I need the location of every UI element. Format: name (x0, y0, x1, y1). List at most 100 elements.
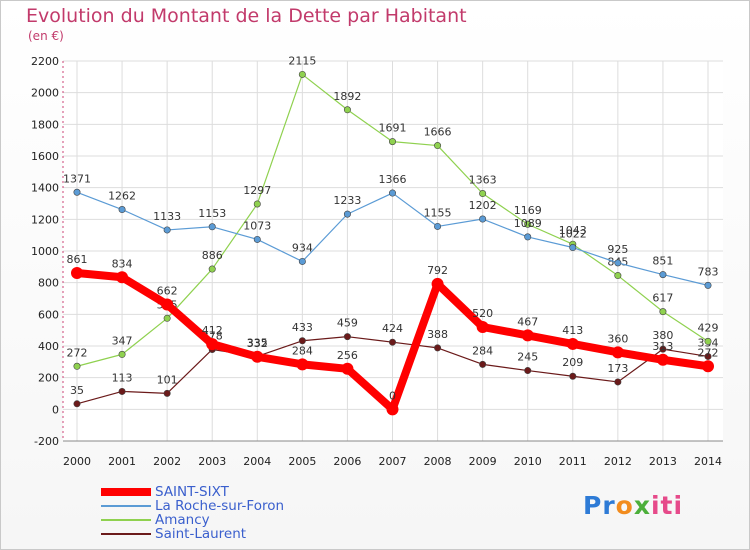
data-label-amancy: 886 (202, 249, 223, 262)
data-label-saint-sixt: 284 (292, 344, 313, 357)
data-label-la-roche-sur-foron: 1262 (108, 190, 136, 203)
data-point-la-roche-sur-foron (253, 235, 261, 243)
proxiti-logo: Proxiti (583, 491, 684, 520)
data-point-la-roche-sur-foron (208, 223, 216, 231)
chart-unit-label: (en €) (28, 29, 64, 43)
data-point-la-roche-sur-foron (479, 215, 487, 223)
data-point-saint-sixt (251, 350, 264, 363)
y-tick-label: -200 (34, 435, 59, 448)
data-point-la-roche-sur-foron (659, 271, 667, 279)
data-label-saint-sixt: 520 (472, 307, 493, 320)
data-point-saint-laurent (118, 387, 126, 395)
data-point-amancy (343, 106, 351, 114)
data-label-saint-laurent: 173 (607, 362, 628, 375)
data-label-saint-laurent: 335 (247, 336, 268, 349)
data-label-la-roche-sur-foron: 1202 (469, 199, 497, 212)
data-point-saint-laurent (614, 378, 622, 386)
data-label-saint-laurent: 101 (157, 373, 178, 386)
data-point-saint-sixt (341, 362, 354, 375)
legend-label-amancy: Amancy (155, 512, 210, 528)
data-label-amancy: 272 (67, 346, 88, 359)
data-label-amancy: 1043 (559, 224, 587, 237)
data-label-la-roche-sur-foron: 1153 (198, 207, 226, 220)
y-tick-label: 1600 (31, 150, 59, 163)
data-point-saint-laurent (569, 372, 577, 380)
data-label-saint-sixt: 332 (247, 337, 268, 350)
legend-swatch-amancy (101, 519, 151, 521)
data-point-saint-laurent (479, 360, 487, 368)
data-point-la-roche-sur-foron (704, 281, 712, 289)
x-tick-label: 2009 (469, 455, 497, 468)
legend-item-amancy: Amancy (101, 512, 341, 528)
y-tick-label: 1400 (31, 182, 59, 195)
data-label-amancy: 1691 (379, 122, 407, 135)
data-point-saint-sixt (431, 277, 444, 290)
data-label-amancy: 429 (698, 321, 719, 334)
legend-item-saint-laurent: Saint-Laurent (101, 526, 341, 542)
data-point-amancy (524, 220, 532, 228)
data-label-la-roche-sur-foron: 934 (292, 241, 313, 254)
legend-label-saint-laurent: Saint-Laurent (155, 526, 247, 542)
y-tick-label: 400 (38, 340, 59, 353)
data-point-la-roche-sur-foron (388, 189, 396, 197)
data-label-amancy: 617 (652, 292, 673, 305)
y-tick-label: 2200 (31, 55, 59, 68)
x-tick-label: 2004 (243, 455, 271, 468)
data-point-saint-sixt (161, 298, 174, 311)
data-point-la-roche-sur-foron (73, 188, 81, 196)
x-tick-label: 2005 (288, 455, 316, 468)
data-label-saint-laurent: 380 (652, 329, 673, 342)
data-label-amancy: 1892 (333, 90, 361, 103)
y-tick-label: 2000 (31, 87, 59, 100)
legend-swatch-la-roche-sur-foron (101, 505, 151, 507)
legend-swatch-saint-sixt (101, 488, 151, 496)
legend-swatch-saint-laurent (101, 533, 151, 535)
data-point-saint-laurent (704, 352, 712, 360)
data-label-saint-sixt: 256 (337, 349, 358, 362)
data-label-saint-laurent: 113 (112, 371, 133, 384)
data-point-amancy (704, 337, 712, 345)
x-tick-label: 2003 (198, 455, 226, 468)
data-point-saint-sixt (611, 346, 624, 359)
data-point-la-roche-sur-foron (614, 259, 622, 267)
data-point-la-roche-sur-foron (298, 257, 306, 265)
data-label-amancy: 1297 (243, 184, 271, 197)
data-label-amancy: 2115 (288, 54, 316, 67)
data-point-saint-laurent (343, 333, 351, 341)
y-tick-label: 200 (38, 372, 59, 385)
data-point-la-roche-sur-foron (569, 244, 577, 252)
data-point-la-roche-sur-foron (434, 222, 442, 230)
data-point-amancy (73, 362, 81, 370)
data-point-saint-sixt (296, 358, 309, 371)
data-point-amancy (659, 308, 667, 316)
y-tick-label: 600 (38, 308, 59, 321)
data-point-saint-sixt (116, 271, 129, 284)
chart-title: Evolution du Montant de la Dette par Hab… (26, 5, 467, 27)
data-label-saint-sixt: 0 (389, 389, 396, 402)
y-tick-label: 1000 (31, 245, 59, 258)
data-point-saint-laurent (659, 345, 667, 353)
data-label-saint-sixt: 467 (517, 315, 538, 328)
data-label-la-roche-sur-foron: 783 (698, 265, 719, 278)
y-tick-label: 1800 (31, 118, 59, 131)
data-point-amancy (208, 265, 216, 273)
data-label-la-roche-sur-foron: 1089 (514, 217, 542, 230)
data-label-saint-laurent: 284 (472, 344, 493, 357)
data-label-la-roche-sur-foron: 1233 (333, 194, 361, 207)
data-label-saint-laurent: 459 (337, 317, 358, 330)
x-tick-label: 2007 (379, 455, 407, 468)
x-tick-label: 2011 (559, 455, 587, 468)
data-point-amancy (298, 70, 306, 78)
data-label-amancy: 347 (112, 334, 133, 347)
data-point-saint-laurent (524, 367, 532, 375)
data-label-saint-laurent: 388 (427, 328, 448, 341)
data-label-saint-sixt: 272 (698, 346, 719, 359)
data-point-amancy (614, 272, 622, 280)
y-tick-label: 0 (52, 403, 59, 416)
data-point-la-roche-sur-foron (524, 233, 532, 241)
x-tick-label: 2002 (153, 455, 181, 468)
data-point-amancy (118, 350, 126, 358)
data-label-saint-sixt: 413 (562, 324, 583, 337)
data-label-saint-sixt: 834 (112, 257, 133, 270)
data-point-la-roche-sur-foron (163, 226, 171, 234)
